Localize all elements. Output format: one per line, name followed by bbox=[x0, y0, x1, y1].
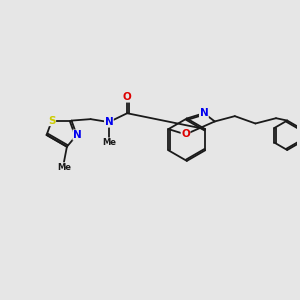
Text: O: O bbox=[123, 92, 131, 102]
Text: N: N bbox=[73, 130, 82, 140]
Text: S: S bbox=[48, 116, 56, 126]
Text: Me: Me bbox=[102, 138, 116, 147]
Text: Me: Me bbox=[57, 163, 71, 172]
Text: N: N bbox=[200, 108, 208, 118]
Text: N: N bbox=[104, 117, 113, 127]
Text: O: O bbox=[181, 129, 190, 139]
